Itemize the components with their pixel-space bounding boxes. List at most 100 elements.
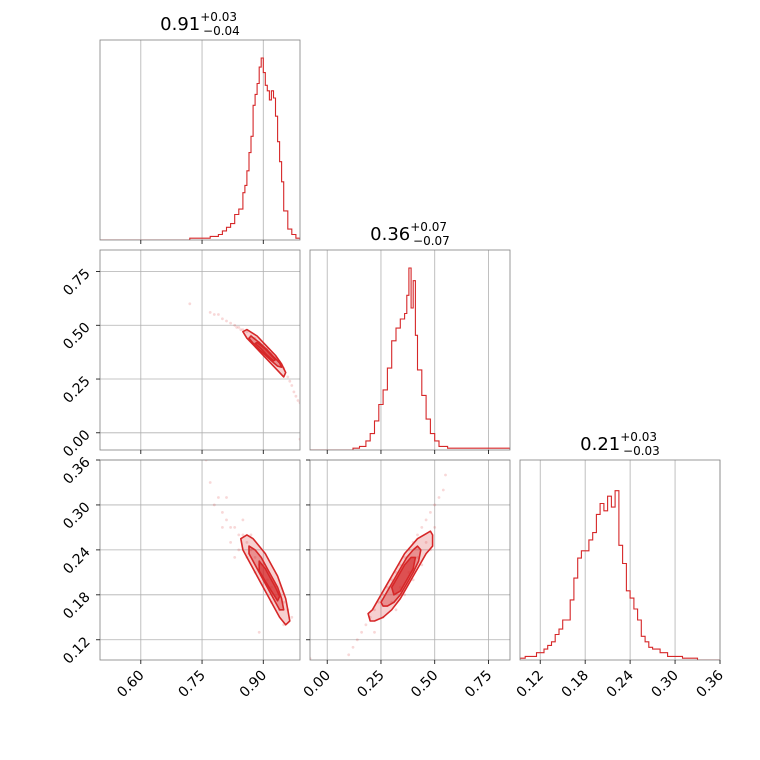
- x-tick-label: 0.25: [354, 668, 387, 701]
- sample-point: [420, 526, 424, 529]
- axis-ticks: 0.60 0.75 0.90 0.00 0.25 0.50 0.75 0.12 0.18 0.24…: [60, 240, 727, 701]
- sample-point: [355, 638, 359, 642]
- sample-point: [416, 556, 419, 559]
- sample-point: [373, 608, 376, 612]
- sample-point: [245, 541, 249, 544]
- panel-joint-1-2: [99, 249, 301, 451]
- sample-point: [441, 488, 445, 492]
- sample-point: [208, 311, 212, 314]
- histogram-param-1: [100, 57, 300, 240]
- x-tick-label: 0.75: [176, 668, 209, 701]
- y-tick-label: 0.18: [60, 589, 93, 622]
- sample-point: [237, 548, 241, 552]
- sample-point: [233, 526, 237, 529]
- sample-point: [347, 653, 351, 657]
- x-tick-label: 0.50: [408, 668, 441, 701]
- title-3-plus: +0.03: [620, 430, 657, 444]
- x-tick-label: 0.30: [649, 668, 682, 701]
- sample-point: [229, 526, 233, 529]
- sample-point: [217, 496, 220, 499]
- frame-hist-1: [99, 39, 301, 241]
- panel-hist-param-3: 0.21+0.03 −0.03: [519, 430, 721, 661]
- x-tick-label: 0.00: [301, 668, 334, 701]
- y-tick-label: 0.30: [60, 499, 93, 532]
- sample-point: [257, 630, 261, 634]
- sample-point: [286, 375, 290, 379]
- panel-hist-param-1: 0.91+0.03 −0.04: [99, 10, 301, 241]
- sample-point: [233, 556, 237, 559]
- sample-point: [288, 379, 292, 383]
- x-tick-label: 0.36: [693, 667, 726, 700]
- x-tick-label: 0.12: [514, 668, 547, 701]
- sample-point: [237, 533, 241, 537]
- frame-joint-2-3: [309, 459, 511, 661]
- title-1-value: 0.91: [160, 14, 200, 35]
- y-tick-label: 0.50: [60, 320, 93, 353]
- sample-point: [229, 321, 233, 325]
- sample-point: [241, 328, 245, 331]
- y-tick-label: 0.75: [60, 266, 93, 299]
- histogram-param-2: [310, 267, 510, 450]
- sample-point: [188, 302, 192, 306]
- sample-point: [225, 518, 228, 522]
- sample-point: [429, 511, 432, 514]
- sample-point: [424, 518, 428, 522]
- title-2-minus: −0.07: [413, 234, 450, 248]
- sample-point: [444, 473, 447, 477]
- sample-point: [294, 394, 298, 398]
- frame-joint-1-3: [99, 459, 301, 661]
- x-tick-label: 0.90: [237, 668, 270, 701]
- title-param-3: 0.21+0.03 −0.03: [580, 430, 660, 458]
- sample-point: [239, 328, 243, 331]
- grid-hist-1: [140, 40, 264, 240]
- sample-point: [253, 556, 257, 559]
- sample-point: [360, 630, 363, 634]
- sample-point: [398, 563, 402, 567]
- sample-point: [212, 503, 216, 507]
- x-tick-label: 0.24: [604, 667, 637, 700]
- sample-point: [390, 578, 394, 582]
- grid-hist-2: [326, 250, 489, 450]
- histogram-param-3: [520, 490, 720, 660]
- sample-point: [221, 511, 224, 514]
- sample-point: [225, 496, 228, 499]
- contour-level-3: [254, 341, 277, 362]
- sample-point: [217, 313, 220, 316]
- sample-point: [212, 313, 216, 316]
- title-param-2: 0.36+0.07 −0.07: [370, 220, 450, 248]
- sample-point: [233, 323, 237, 327]
- sample-point: [290, 615, 294, 619]
- frame-hist-2: [309, 249, 511, 451]
- sample-point: [225, 319, 228, 323]
- sample-point: [245, 330, 249, 334]
- sample-point: [437, 496, 441, 499]
- title-1-minus: −0.04: [203, 24, 240, 38]
- sample-point: [411, 578, 415, 582]
- panel-hist-param-2: 0.36+0.07 −0.07: [309, 220, 511, 451]
- y-tick-label: 0.36: [60, 454, 93, 487]
- contour-level-3: [258, 560, 281, 602]
- sample-point: [386, 585, 389, 589]
- sample-point: [290, 384, 294, 387]
- y-tick-label: 0.00: [60, 427, 93, 460]
- sample-point: [249, 548, 253, 552]
- y-tick-label: 0.12: [60, 634, 93, 667]
- x-tick-label: 0.60: [114, 668, 147, 701]
- sample-point: [394, 608, 398, 612]
- sample-point: [296, 399, 300, 402]
- title-2-value: 0.36: [370, 224, 410, 245]
- sample-point: [351, 645, 355, 649]
- title-2-plus: +0.07: [410, 220, 447, 234]
- sample-point: [241, 518, 245, 522]
- title-1-plus: +0.03: [200, 10, 237, 24]
- sample-point: [433, 503, 437, 507]
- sample-point: [403, 593, 406, 597]
- sample-point: [377, 600, 381, 604]
- sample-point: [235, 326, 239, 329]
- sample-point: [237, 326, 241, 329]
- contour-level-3: [390, 556, 417, 596]
- sample-point: [416, 533, 419, 537]
- title-3-minus: −0.03: [623, 444, 660, 458]
- frame-hist-3: [519, 459, 721, 661]
